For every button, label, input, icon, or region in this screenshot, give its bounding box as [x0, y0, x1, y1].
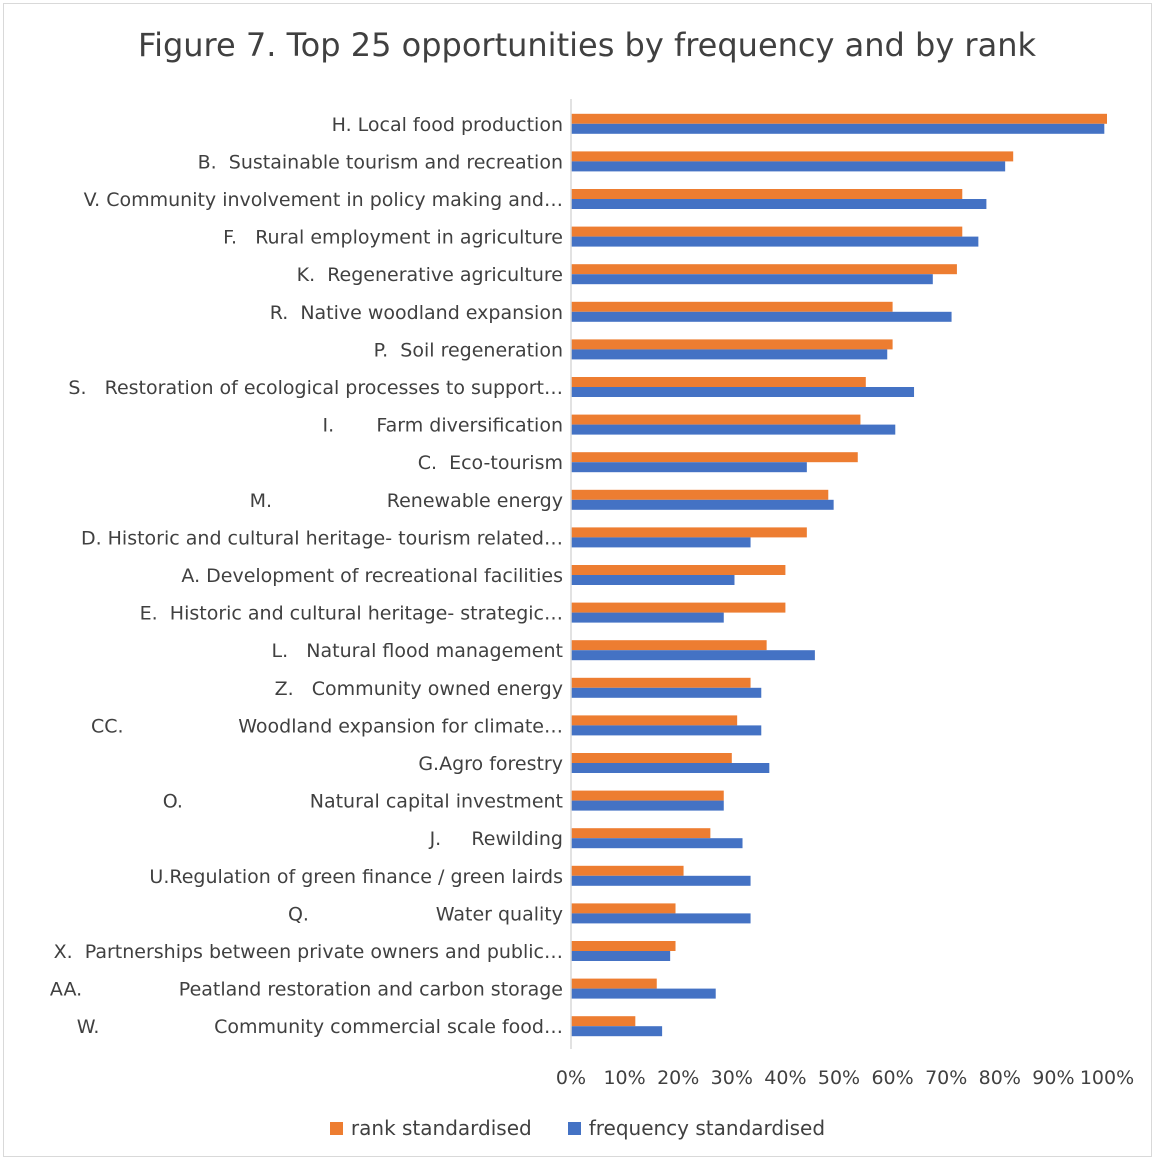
- category-label-22: X. Partnerships between private owners a…: [54, 941, 563, 963]
- bar-frequency-22: [571, 951, 671, 961]
- bar-rank-14: [571, 640, 767, 651]
- category-label-2: V. Community involvement in policy makin…: [84, 189, 563, 211]
- category-label-24: W. Community commercial scale food…: [77, 1016, 563, 1038]
- bar-frequency-18: [571, 800, 724, 811]
- category-label-19: J. Rewilding: [429, 828, 563, 850]
- bar-rank-6: [571, 339, 893, 350]
- bar-frequency-7: [571, 387, 915, 397]
- x-tick-label-9: 90%: [1032, 1067, 1074, 1089]
- bar-frequency-9: [571, 462, 807, 473]
- legend-item-rank: rank standardised: [329, 1116, 532, 1140]
- category-label-17: G.Agro forestry: [418, 753, 563, 775]
- category-label-18: O. Natural capital investment: [163, 791, 563, 813]
- bar-chart: H. Local food production B. Sustainable t…: [50, 99, 1134, 1089]
- bar-frequency-20: [571, 875, 751, 886]
- category-label-5: R. Native woodland expansion: [270, 302, 563, 324]
- x-tick-label-7: 70%: [925, 1067, 967, 1089]
- category-label-1: B. Sustainable tourism and recreation: [198, 151, 563, 173]
- bar-frequency-2: [571, 199, 987, 209]
- bar-rank-13: [571, 602, 786, 613]
- x-tick-label-6: 60%: [871, 1067, 913, 1089]
- bar-rank-7: [571, 377, 866, 387]
- bar-rank-15: [571, 677, 751, 688]
- category-label-8: I. Farm diversification: [323, 415, 564, 437]
- category-label-4: K. Regenerative agriculture: [297, 264, 563, 286]
- bar-frequency-1: [571, 161, 1006, 172]
- bar-frequency-19: [571, 838, 743, 849]
- bar-frequency-14: [571, 650, 815, 661]
- category-labels: H. Local food production B. Sustainable t…: [50, 114, 563, 1038]
- bar-rank-11: [571, 527, 807, 538]
- chart-title: Figure 7. Top 25 opportunities by freque…: [137, 26, 1036, 64]
- category-label-16: CC. Woodland expansion for climate…: [91, 715, 563, 737]
- x-tick-label-8: 80%: [979, 1067, 1021, 1089]
- bar-rank-20: [571, 865, 684, 876]
- legend-swatch-frequency: [567, 1121, 581, 1135]
- bar-rank-22: [571, 941, 676, 951]
- x-tick-label-10: 100%: [1080, 1067, 1134, 1089]
- bar-rank-16: [571, 715, 738, 726]
- bar-rank-19: [571, 828, 711, 839]
- category-label-14: L. Natural flood management: [272, 640, 563, 662]
- bar-frequency-4: [571, 274, 933, 285]
- legend-item-frequency: frequency standardised: [567, 1116, 826, 1140]
- bar-rank-17: [571, 753, 732, 763]
- category-label-21: Q. Water quality: [288, 903, 563, 925]
- bar-frequency-13: [571, 612, 724, 623]
- bar-rank-24: [571, 1016, 636, 1027]
- category-label-13: E. Historic and cultural heritage- strat…: [140, 603, 563, 625]
- bar-rank-8: [571, 414, 861, 425]
- bar-frequency-23: [571, 988, 716, 999]
- category-label-9: C. Eco-tourism: [418, 452, 563, 474]
- bar-rank-21: [571, 903, 676, 914]
- bar-rank-9: [571, 452, 858, 463]
- legend-label-frequency: frequency standardised: [588, 1116, 826, 1140]
- category-label-3: F. Rural employment in agriculture: [223, 227, 563, 249]
- category-label-11: D. Historic and cultural heritage- touri…: [81, 527, 563, 549]
- bar-frequency-16: [571, 725, 762, 736]
- category-label-6: P. Soil regeneration: [374, 339, 563, 361]
- x-tick-label-4: 40%: [764, 1067, 806, 1089]
- legend-swatch-rank: [329, 1121, 343, 1135]
- category-label-7: S. Restoration of ecological processes t…: [68, 377, 563, 399]
- x-tick-label-2: 20%: [657, 1067, 699, 1089]
- bar-rank-1: [571, 151, 1014, 162]
- legend-label-rank: rank standardised: [350, 1116, 532, 1140]
- x-tick-label-3: 30%: [711, 1067, 753, 1089]
- bar-frequency-6: [571, 349, 888, 360]
- bar-rank-23: [571, 978, 657, 989]
- category-label-23: AA. Peatland restoration and carbon stor…: [50, 979, 563, 1001]
- bar-frequency-8: [571, 424, 896, 435]
- category-label-0: H. Local food production: [332, 114, 563, 136]
- category-label-15: Z. Community owned energy: [275, 678, 563, 700]
- bar-frequency-3: [571, 236, 979, 247]
- bar-frequency-11: [571, 537, 751, 548]
- bar-frequency-12: [571, 575, 735, 585]
- bar-rank-5: [571, 301, 893, 312]
- bar-frequency-24: [571, 1026, 663, 1037]
- chart-frame: [3, 3, 1152, 1157]
- category-label-20: U.Regulation of green finance / green la…: [149, 866, 563, 888]
- bar-frequency-5: [571, 311, 952, 322]
- bar-rank-18: [571, 790, 724, 801]
- bar-rank-4: [571, 264, 957, 275]
- x-tick-label-1: 10%: [603, 1067, 645, 1089]
- bar-rank-12: [571, 565, 786, 575]
- bar-rank-0: [571, 113, 1107, 124]
- category-label-12: A. Development of recreational facilitie…: [181, 565, 563, 587]
- bar-frequency-17: [571, 763, 770, 773]
- bar-frequency-21: [571, 913, 751, 924]
- bar-rank-10: [571, 489, 829, 500]
- x-tick-label-0: 0%: [556, 1067, 586, 1089]
- legend: rank standardised frequency standardised: [0, 1116, 1155, 1140]
- bar-frequency-0: [571, 123, 1105, 134]
- bar-rank-3: [571, 226, 963, 237]
- category-label-10: M. Renewable energy: [250, 490, 563, 512]
- bars-group: [571, 113, 1107, 1037]
- x-tick-labels: 0% 10% 20% 30% 40% 50% 60% 70% 80% 90% 100%: [556, 1067, 1134, 1089]
- bar-frequency-15: [571, 687, 762, 698]
- bar-rank-2: [571, 189, 963, 199]
- bar-frequency-10: [571, 499, 834, 510]
- x-tick-label-5: 50%: [818, 1067, 860, 1089]
